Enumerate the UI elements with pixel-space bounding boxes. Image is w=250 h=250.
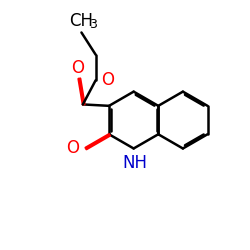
Text: 3: 3 [89,18,97,31]
Text: O: O [66,139,79,157]
Text: O: O [101,71,114,89]
Text: O: O [71,59,84,77]
Text: NH: NH [122,154,148,172]
Text: CH: CH [69,12,93,30]
